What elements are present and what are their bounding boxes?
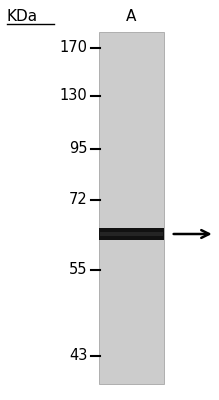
Text: 72: 72 <box>69 192 88 208</box>
Text: 55: 55 <box>69 262 88 278</box>
Text: A: A <box>126 9 137 24</box>
Text: 95: 95 <box>69 141 88 156</box>
Text: 170: 170 <box>60 40 88 56</box>
Text: 130: 130 <box>60 88 88 104</box>
Text: 43: 43 <box>69 348 88 364</box>
Bar <box>99 228 164 240</box>
Text: KDa: KDa <box>7 9 38 24</box>
Bar <box>100 232 163 236</box>
Bar <box>99 32 164 384</box>
